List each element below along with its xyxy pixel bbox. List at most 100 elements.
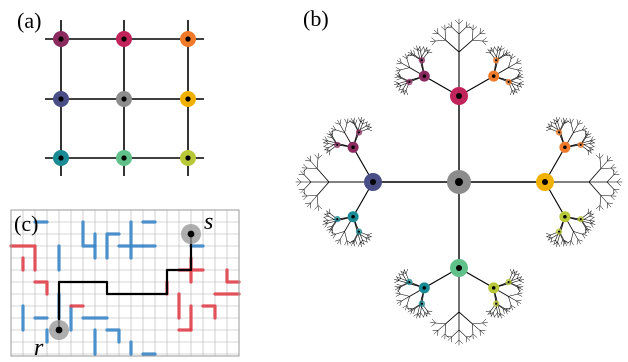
tree-leaf-edge [427,52,433,54]
tree-leaf-edge [490,46,494,52]
tree-leaf-edge [396,300,402,304]
tree-leaf-edge [395,292,401,295]
tree-leaf-edge [410,309,413,315]
tree-leaf-edge [573,231,583,235]
tree-leaf-edge [326,210,331,214]
tree-leaf-edge [582,129,588,133]
tree-leaf-edge [402,55,408,59]
tree-leaf-edge [607,202,612,208]
tree-leaf-edge [587,150,592,154]
tree-leaf-edge [610,163,615,169]
tree-node-center [495,59,498,62]
blue-segment [81,220,97,248]
tree-leaf-edge [564,120,570,123]
lattice-panel [38,14,210,182]
tree-leaf-edge [406,296,410,306]
tree-leaf-edge [329,208,331,214]
tree-leaf-edge [398,274,402,279]
tree-leaf-edge [505,308,511,310]
tree-leaf-edge [405,268,409,274]
tree-leaf-edge [400,270,404,276]
tree-node-center [370,179,376,185]
tree-leaf-edge [562,239,568,242]
tree-leaf-edge [510,305,516,309]
tree-leaf-edge [503,54,509,56]
tree-leaf-edge [416,48,421,52]
tree-leaf-edge [337,239,341,245]
tree-leaf-edge [416,45,419,51]
tree-leaf-edge [399,73,402,79]
tree-leaf-edge [427,310,431,315]
lattice-node-center [185,36,191,42]
tree-leaf-edge [517,67,523,71]
tree-leaf-edge [401,62,410,68]
tree-leaf-edge [435,39,446,42]
start-node [55,326,63,334]
tree-leaf-edge [323,213,329,217]
tree-leaf-edge [590,139,596,142]
tree-leaf-edge [505,309,511,313]
tree-leaf-edge [396,78,402,81]
tree-node-center [420,302,423,305]
tree-leaf-edge [516,283,522,286]
tree-leaf-edge [399,76,409,82]
tree-leaf-edge [559,122,565,132]
tree-node-center [491,286,496,290]
tree-leaf-edge [546,126,551,130]
tree-leaf-edge [310,160,318,169]
tree-leaf-edge [332,125,336,131]
path-panel [9,209,241,357]
tree-node-center [357,230,361,233]
tree-leaf-edge [545,232,551,236]
tree-leaf-edge [487,310,491,315]
tree-leaf-edge [325,149,331,151]
tree-leaf-edge [324,136,328,141]
tree-leaf-edge [508,62,517,68]
tree-leaf-edge [324,143,329,147]
tree-leaf-edge [353,122,359,132]
tree-leaf-edge [585,136,591,138]
tree-leaf-edge [396,276,402,279]
tree-leaf-edge [316,181,330,196]
tree-leaf-edge [365,237,371,241]
tree-leaf-edge [494,47,498,52]
tree-leaf-edge [331,226,333,232]
tree-leaf-edge [586,228,590,234]
tree-leaf-edge [466,336,471,341]
red-segment [33,280,49,296]
tree-leaf-edge [553,119,556,125]
tree-leaf-edge [493,46,495,52]
tree-leaf-edge [325,139,329,144]
tree-leaf-edge [396,62,402,65]
tree-leaf-edge [346,240,349,246]
tree-leaf-edge [516,285,522,288]
tree-leaf-edge [303,192,308,197]
tree-leaf-edge [331,132,333,138]
tree-leaf-edge [325,213,331,215]
tree-leaf-edge [505,49,508,55]
tree-leaf-edge [316,168,330,183]
tree-leaf-edge [367,232,373,236]
tree-leaf-edge [606,174,615,183]
tree-leaf-edge [546,234,551,238]
tree-leaf-edge [472,323,481,331]
tree-leaf-edge [427,49,431,54]
tree-node-center [422,286,427,290]
tree-leaf-edge [569,118,572,124]
tree-leaf-edge [485,52,491,54]
tree-leaf-edge [455,339,460,344]
tree-leaf-edge [323,146,329,148]
tree-leaf-edge [590,223,594,228]
tree-leaf-edge [511,90,517,93]
tree-node-center [507,80,510,84]
tree-leaf-edge [327,136,333,138]
tree-leaf-edge [490,310,492,316]
tree-leaf-edge [564,241,568,247]
tree-leaf-edge [585,130,587,136]
tree-leaf-edge [327,226,333,228]
tree-node-center [357,131,361,134]
tree-leaf-edge [396,299,402,302]
lattice-node-center [121,96,127,102]
tree-leaf-edge [518,278,525,281]
tree-leaf-edge [518,286,524,288]
